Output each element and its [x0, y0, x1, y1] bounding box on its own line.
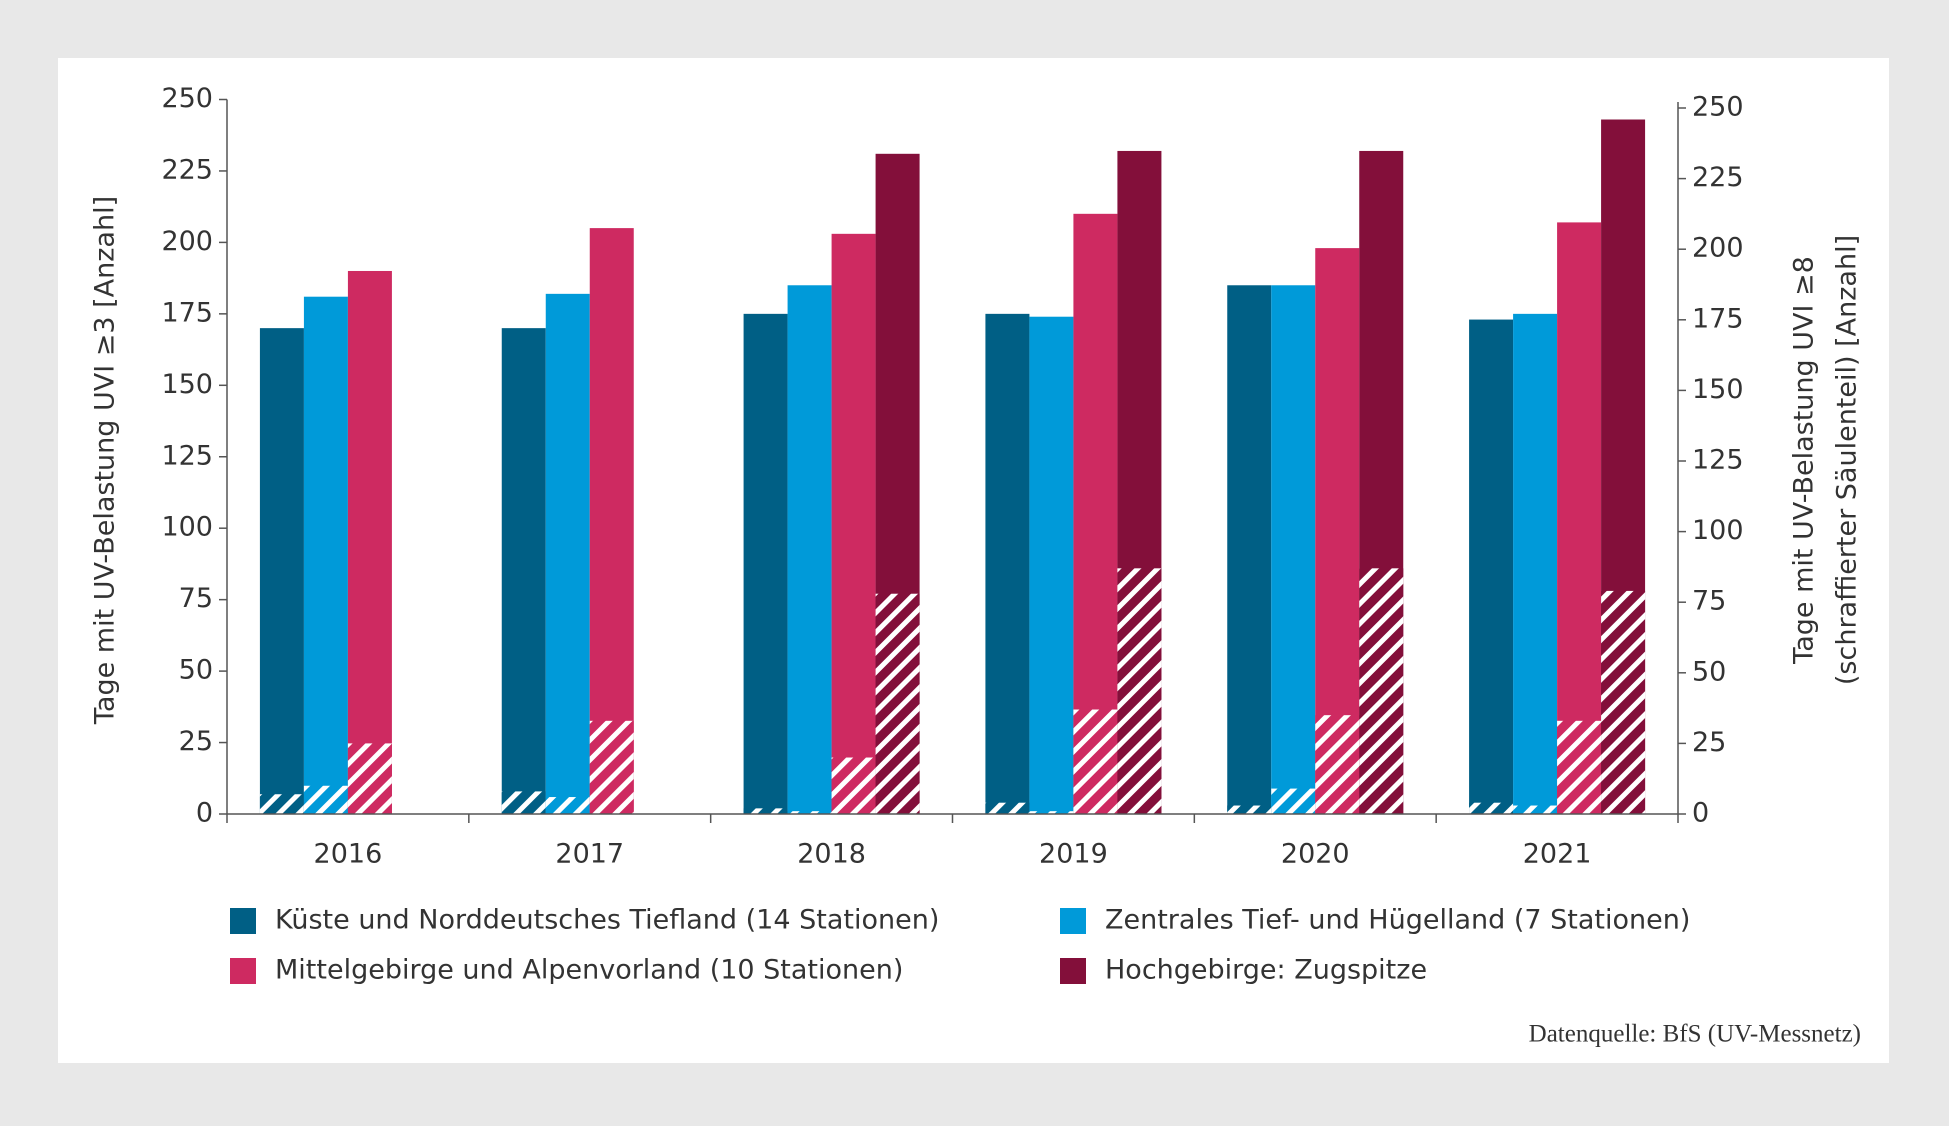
y-tick-label: 125: [161, 440, 213, 471]
bar: [1271, 285, 1316, 814]
y-tick-label: 100: [161, 512, 213, 543]
bar: [985, 313, 1030, 814]
y-tick-label: 50: [179, 655, 213, 686]
bar: [1557, 222, 1602, 815]
hatched-bar: [1117, 568, 1162, 814]
bar: [743, 313, 788, 814]
bar: [1029, 316, 1074, 814]
y-tick-label: 150: [161, 369, 213, 400]
bar: [1227, 285, 1272, 814]
legend-label: Hochgebirge: Zugspitze: [1105, 955, 1427, 986]
bar: [347, 270, 392, 815]
x-tick-label: 2021: [1523, 839, 1592, 870]
hatched-bar: [1315, 715, 1360, 814]
bar: [259, 328, 304, 814]
hatched-bar: [1557, 720, 1602, 814]
y2-tick-label: 25: [1692, 727, 1726, 758]
y-tick-label: 250: [161, 83, 213, 114]
bar: [501, 328, 546, 814]
bar: [1513, 313, 1558, 814]
y2-tick-label: 75: [1692, 586, 1726, 617]
legend-label: Zentrales Tief- und Hügelland (7 Station…: [1105, 905, 1690, 936]
y2-tick-label: 225: [1692, 162, 1744, 193]
bar: [1469, 319, 1514, 814]
hatched-bar: [1601, 590, 1646, 814]
y-tick-label: 0: [196, 798, 213, 829]
y2-tick-label: 50: [1692, 656, 1726, 687]
source: Datenquelle: BfS (UV-Messnetz): [1529, 1021, 1861, 1048]
hatched-bar: [1513, 805, 1558, 814]
hatched-bar: [1359, 568, 1404, 814]
y-tick-label: 75: [179, 583, 213, 614]
y-tick-label: 175: [161, 297, 213, 328]
hatched-bar: [347, 743, 392, 814]
legend-swatch: [230, 958, 256, 984]
y-tick-label: 225: [161, 154, 213, 185]
bar: [589, 228, 634, 815]
bar: [303, 296, 348, 814]
hatched-bar: [1469, 802, 1514, 814]
hatched-bar: [985, 802, 1030, 814]
y-tick-label: 25: [179, 726, 213, 757]
bar: [545, 293, 590, 814]
hatched-bar: [831, 757, 876, 814]
legend-label: Mittelgebirge und Alpenvorland (10 Stati…: [275, 955, 903, 986]
hatched-bar: [1073, 709, 1118, 814]
y2-tick-label: 100: [1692, 515, 1744, 546]
x-tick-label: 2016: [314, 839, 383, 870]
hatched-bar: [545, 797, 590, 814]
y2-tick-label: 175: [1692, 303, 1744, 334]
hatched-bar: [1029, 811, 1074, 814]
hatched-bar: [501, 791, 546, 814]
y-tick-label: 200: [161, 226, 213, 257]
x-tick-label: 2018: [797, 839, 866, 870]
hatched-bar: [1271, 788, 1316, 814]
hatched-bar: [1227, 805, 1272, 814]
y2-tick-label: 150: [1692, 374, 1744, 405]
legend-swatch: [1060, 908, 1086, 934]
y2-tick-label: 250: [1692, 92, 1744, 123]
bar: [831, 233, 876, 815]
x-tick-label: 2017: [555, 839, 624, 870]
hatched-bar: [259, 794, 304, 814]
hatched-bar: [743, 808, 788, 814]
legend-swatch: [1060, 958, 1086, 984]
x-tick-label: 2019: [1039, 839, 1108, 870]
y-axis-label: Tage mit UV-Belastung UVI ≥3 [Anzahl]: [90, 196, 121, 725]
bar: [787, 285, 832, 814]
y2-tick-label: 125: [1692, 445, 1744, 476]
y2-tick-label: 200: [1692, 233, 1744, 264]
y2-tick-label: 0: [1692, 798, 1709, 829]
legend-label: Küste und Norddeutsches Tiefland (14 Sta…: [275, 905, 939, 936]
hatched-bar: [875, 593, 920, 814]
y2-axis-label: Tage mit UV-Belastung UVI ≥8: [1789, 256, 1820, 665]
hatched-bar: [787, 811, 832, 814]
hatched-bar: [303, 785, 348, 814]
legend-swatch: [230, 908, 256, 934]
y2-axis-label: (schraffierter Säulenteil) [Anzahl]: [1832, 235, 1863, 685]
hatched-bar: [589, 720, 634, 814]
x-tick-label: 2020: [1281, 839, 1350, 870]
